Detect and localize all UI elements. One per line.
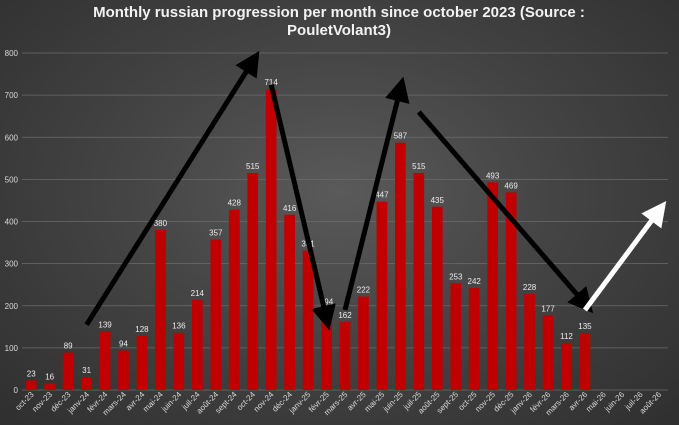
data-label: 16 [45, 372, 54, 381]
data-label: 112 [560, 332, 573, 341]
gridlines [22, 52, 668, 391]
y-axis-ticks: 0 100 200 300 400 500 600 700 800 [5, 49, 19, 395]
data-label: 194 [320, 297, 334, 306]
y-tick-label: 0 [14, 386, 19, 395]
data-label: 162 [338, 311, 352, 320]
bar [468, 288, 480, 390]
bar [561, 342, 572, 390]
bar [191, 299, 203, 390]
data-label: 357 [209, 229, 223, 238]
bar [487, 182, 499, 390]
y-tick-label: 500 [5, 175, 19, 184]
bar [81, 376, 92, 390]
data-label: 493 [486, 171, 500, 180]
data-label: 23 [27, 369, 36, 378]
bar [25, 380, 37, 390]
bar [395, 142, 406, 390]
bar [321, 308, 332, 390]
data-label: 714 [264, 78, 278, 87]
bar [118, 350, 129, 390]
bar [376, 201, 388, 390]
data-label: 435 [431, 196, 445, 205]
data-label: 135 [578, 322, 592, 331]
data-label: 428 [228, 199, 242, 208]
bar [136, 336, 148, 390]
trend-arrows [84, 50, 667, 331]
chart-title-line-1: Monthly russian progression per month si… [93, 4, 585, 21]
chart-title-line-2: PouletVolant3) [287, 22, 391, 39]
data-label: 177 [541, 304, 555, 313]
data-label: 380 [154, 219, 168, 228]
black-trend-arrow [268, 84, 336, 331]
data-label: 447 [375, 191, 389, 200]
data-label: 89 [64, 342, 73, 351]
bar [505, 192, 517, 390]
data-label: 416 [283, 204, 297, 213]
y-tick-label: 700 [5, 91, 19, 100]
bar [99, 331, 111, 390]
bar [524, 293, 535, 390]
bar [413, 173, 425, 390]
bar [210, 239, 222, 390]
data-label: 136 [172, 322, 186, 331]
data-label: 214 [191, 289, 205, 298]
data-label: 94 [119, 339, 128, 348]
data-label: 139 [98, 320, 112, 329]
black-trend-arrow [416, 110, 594, 314]
x-tick-label: juin-25 [381, 390, 405, 414]
bar [44, 383, 56, 390]
x-axis-ticks: oct-23nov-23déc-23janv-24févr-24mars-24a… [14, 390, 664, 418]
y-tick-label: 800 [5, 49, 19, 58]
bar [542, 315, 554, 390]
data-label: 242 [468, 277, 482, 286]
data-label: 228 [523, 283, 537, 292]
bar [155, 229, 166, 390]
y-tick-label: 300 [5, 260, 19, 269]
y-tick-label: 100 [5, 344, 19, 353]
bar [228, 209, 240, 390]
bar [450, 283, 462, 390]
bar [284, 214, 295, 390]
black-trend-arrow [342, 76, 410, 311]
bar [431, 206, 443, 390]
bar [339, 321, 351, 390]
white-trend-arrow [582, 200, 667, 312]
black-trend-arrow [84, 50, 260, 327]
data-label: 31 [82, 366, 91, 375]
y-tick-label: 400 [5, 218, 19, 227]
data-label: 222 [357, 285, 371, 294]
x-tick-label: juin-26 [602, 390, 626, 414]
bar [579, 333, 591, 390]
bar [62, 352, 74, 390]
x-tick-label: juin-24 [159, 390, 183, 414]
data-label: 515 [412, 162, 426, 171]
data-label: 587 [394, 132, 408, 141]
bar [358, 296, 369, 390]
data-label: 253 [449, 272, 463, 281]
bar [173, 332, 185, 390]
bars [25, 89, 591, 390]
bar [302, 250, 314, 390]
bar [247, 173, 259, 390]
y-tick-label: 600 [5, 133, 19, 142]
data-label: 515 [246, 162, 260, 171]
bar [265, 89, 277, 390]
data-label: 128 [135, 325, 149, 334]
y-tick-label: 200 [5, 302, 19, 311]
data-label: 469 [504, 181, 518, 190]
